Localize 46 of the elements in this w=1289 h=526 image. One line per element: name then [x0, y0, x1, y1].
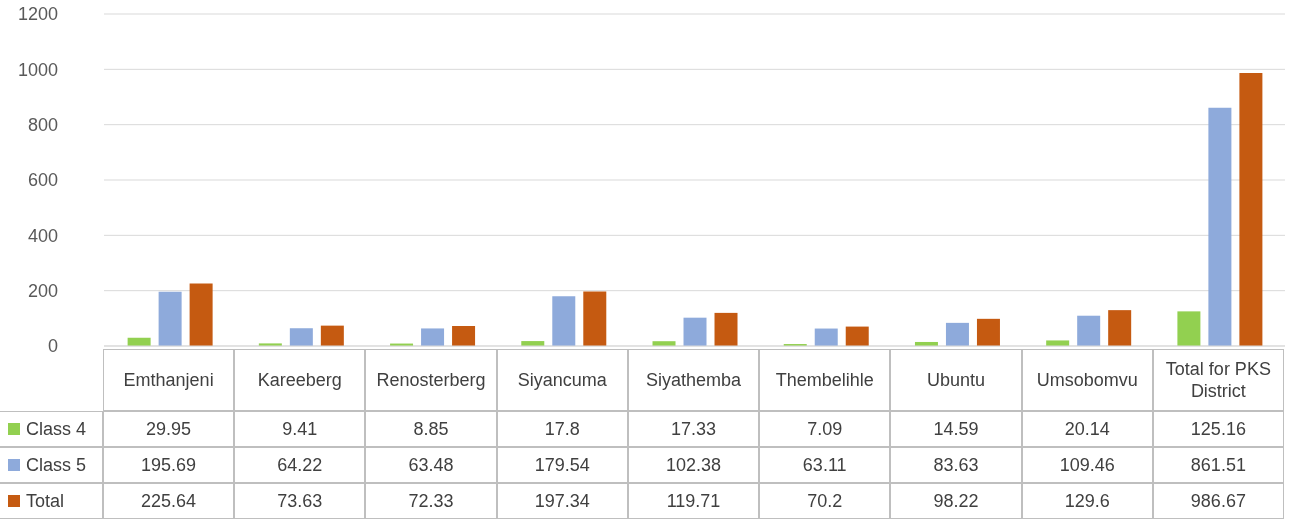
data-label: 17.8: [544, 418, 580, 440]
legend-label: Class 4: [26, 418, 87, 440]
data-label: 986.67: [1190, 490, 1246, 512]
data-label: 8.85: [413, 418, 449, 440]
data-label: 72.33: [408, 490, 454, 512]
data-label: 17.33: [670, 418, 716, 440]
data-label: 98.22: [933, 490, 979, 512]
legend-label: Class 5: [26, 454, 87, 476]
data-label: 63.11: [802, 454, 847, 476]
y-tick-label: 200: [27, 281, 58, 302]
data-label: 861.51: [1190, 454, 1246, 476]
data-label: 225.64: [141, 490, 197, 512]
x-tick-label: Ubuntu: [925, 369, 986, 391]
x-tick-label: Renosterberg: [375, 369, 487, 391]
x-tick-label: Emthanjeni: [122, 369, 215, 391]
data-label: 7.09: [807, 418, 843, 440]
x-tick-label: Kareeberg: [256, 369, 343, 391]
data-label: 102.38: [665, 454, 722, 476]
data-label: 197.34: [534, 490, 590, 512]
data-label: 20.14: [1064, 418, 1110, 440]
y-tick-label: 1000: [17, 59, 58, 80]
legend-label: Total: [26, 490, 65, 512]
y-tick-label: 400: [27, 225, 58, 246]
data-label: 9.41: [282, 418, 318, 440]
data-label: 195.69: [141, 454, 197, 476]
data-label: 125.16: [1190, 418, 1246, 440]
data-label: 14.59: [933, 418, 979, 440]
y-tick-label: 0: [47, 336, 58, 357]
y-tick-label: 600: [27, 170, 58, 191]
data-label: 179.54: [534, 454, 590, 476]
data-label: 29.95: [146, 418, 192, 440]
data-label: 73.63: [277, 490, 323, 512]
x-tick-label: Total for PKS District: [1164, 358, 1272, 402]
x-tick-label: Thembelihle: [774, 369, 875, 391]
x-tick-label: Siyancuma: [516, 369, 608, 391]
y-tick-label: 800: [27, 115, 58, 136]
y-tick-label: 1200: [17, 4, 58, 25]
data-label: 63.48: [408, 454, 454, 476]
data-label: 119.71: [666, 490, 721, 512]
data-label: 109.46: [1059, 454, 1115, 476]
data-label: 129.6: [1064, 490, 1110, 512]
data-label: 70.2: [807, 490, 843, 512]
x-tick-label: Siyathemba: [644, 369, 742, 391]
x-tick-label: Umsobomvu: [1035, 369, 1139, 391]
data-label: 64.22: [277, 454, 323, 476]
data-label: 83.63: [933, 454, 979, 476]
